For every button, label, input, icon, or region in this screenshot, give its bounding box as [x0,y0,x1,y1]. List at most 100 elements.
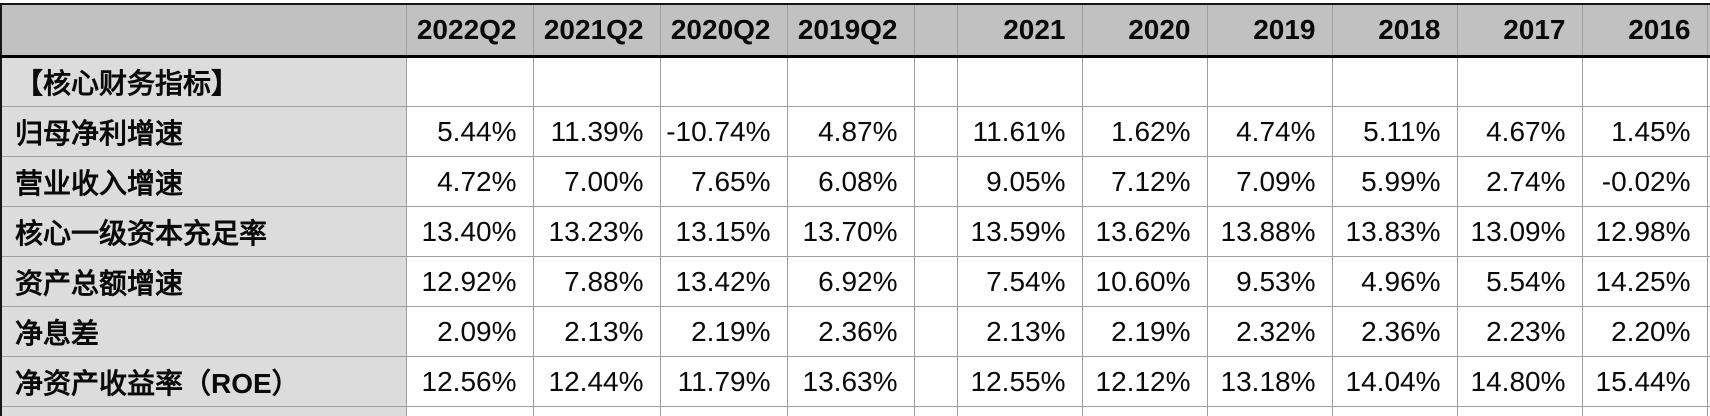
cell[interactable]: 2.20% [1581,306,1708,357]
row-label[interactable]: 营业收入增速 [0,156,407,207]
cell[interactable]: 13.62% [1081,206,1208,257]
header-cell-2020[interactable]: 2020 [1081,3,1208,58]
cell[interactable] [1331,406,1458,416]
header-cell-2017[interactable]: 2017 [1456,3,1583,58]
cell[interactable]: 12.12% [1081,356,1208,407]
cell[interactable] [1206,56,1333,107]
separator-cell[interactable] [913,156,958,207]
cell[interactable] [1331,56,1458,107]
cell[interactable] [1206,406,1333,416]
cell[interactable]: 5.11% [1331,106,1458,157]
row-label[interactable]: 归母净利增速 [0,106,407,157]
cell[interactable] [659,406,788,416]
row-label[interactable]: 核心一级资本充足率 [0,206,407,257]
cell[interactable]: 7.88% [532,256,661,307]
cell[interactable]: 4.87% [786,106,915,157]
cell[interactable]: 2.19% [1081,306,1208,357]
cell[interactable]: 5.44% [405,106,534,157]
cell[interactable] [786,56,915,107]
cell[interactable] [532,406,661,416]
cell[interactable] [659,56,788,107]
header-cell-2016[interactable]: 2016 [1581,3,1708,58]
separator-cell[interactable] [913,256,958,307]
cell[interactable]: 13.59% [956,206,1083,257]
cell[interactable]: 1.45% [1581,106,1708,157]
cell[interactable]: 13.09% [1456,206,1583,257]
cell[interactable]: 4.74% [1206,106,1333,157]
row-label[interactable] [0,406,407,416]
cell[interactable]: 13.88% [1206,206,1333,257]
cell[interactable]: -10.74% [659,106,788,157]
separator-cell[interactable] [913,206,958,257]
cell[interactable]: 2.36% [1331,306,1458,357]
cell[interactable] [1581,406,1708,416]
cell[interactable] [786,406,915,416]
separator-cell[interactable] [913,56,958,107]
cell[interactable]: 7.09% [1206,156,1333,207]
cell[interactable]: 2.13% [956,306,1083,357]
cell[interactable]: 7.00% [532,156,661,207]
header-cell-2021[interactable]: 2021 [956,3,1083,58]
cell[interactable] [956,406,1083,416]
cell[interactable]: 13.63% [786,356,915,407]
cell[interactable]: 5.54% [1456,256,1583,307]
cell[interactable] [1081,406,1208,416]
cell[interactable]: -0.02% [1581,156,1708,207]
cell[interactable]: 2.09% [405,306,534,357]
row-label[interactable]: 净息差 [0,306,407,357]
header-cell-2018[interactable]: 2018 [1331,3,1458,58]
separator-cell[interactable] [913,406,958,416]
cell[interactable]: 11.79% [659,356,788,407]
separator-cell[interactable] [913,356,958,407]
cell[interactable]: 15.44% [1581,356,1708,407]
header-cell-separator[interactable] [913,3,958,58]
header-cell-2022q2[interactable]: 2022Q2 [405,3,534,58]
cell[interactable]: 4.96% [1331,256,1458,307]
cell[interactable]: 12.55% [956,356,1083,407]
separator-cell[interactable] [913,106,958,157]
cell[interactable]: 13.40% [405,206,534,257]
cell[interactable]: 12.44% [532,356,661,407]
cell[interactable]: 7.54% [956,256,1083,307]
header-cell-2021q2[interactable]: 2021Q2 [532,3,661,58]
cell[interactable]: 1.62% [1081,106,1208,157]
cell[interactable] [1456,56,1583,107]
cell[interactable]: 9.05% [956,156,1083,207]
cell[interactable] [405,56,534,107]
row-label-section[interactable]: 【核心财务指标】 [0,56,407,107]
cell[interactable]: 2.13% [532,306,661,357]
cell[interactable]: 14.25% [1581,256,1708,307]
cell[interactable] [405,406,534,416]
separator-cell[interactable] [913,306,958,357]
cell[interactable]: 2.74% [1456,156,1583,207]
row-label[interactable]: 净资产收益率（ROE） [0,356,407,407]
cell[interactable]: 13.70% [786,206,915,257]
cell[interactable]: 4.67% [1456,106,1583,157]
cell[interactable]: 14.04% [1331,356,1458,407]
cell[interactable]: 11.39% [532,106,661,157]
cell[interactable]: 13.83% [1331,206,1458,257]
cell[interactable]: 4.72% [405,156,534,207]
cell[interactable]: 13.42% [659,256,788,307]
cell[interactable]: 14.80% [1456,356,1583,407]
cell[interactable] [956,56,1083,107]
header-cell-row-label[interactable] [0,3,407,58]
cell[interactable]: 12.98% [1581,206,1708,257]
cell[interactable] [1081,56,1208,107]
cell[interactable]: 12.56% [405,356,534,407]
cell[interactable]: 7.65% [659,156,788,207]
cell[interactable]: 2.23% [1456,306,1583,357]
header-cell-2020q2[interactable]: 2020Q2 [659,3,788,58]
cell[interactable]: 5.99% [1331,156,1458,207]
cell[interactable]: 13.18% [1206,356,1333,407]
header-cell-2019q2[interactable]: 2019Q2 [786,3,915,58]
cell[interactable]: 13.23% [532,206,661,257]
cell[interactable]: 2.36% [786,306,915,357]
cell[interactable]: 6.08% [786,156,915,207]
cell[interactable]: 6.92% [786,256,915,307]
cell[interactable]: 2.19% [659,306,788,357]
cell[interactable] [1581,56,1708,107]
cell[interactable]: 12.92% [405,256,534,307]
cell[interactable]: 7.12% [1081,156,1208,207]
cell[interactable]: 13.15% [659,206,788,257]
